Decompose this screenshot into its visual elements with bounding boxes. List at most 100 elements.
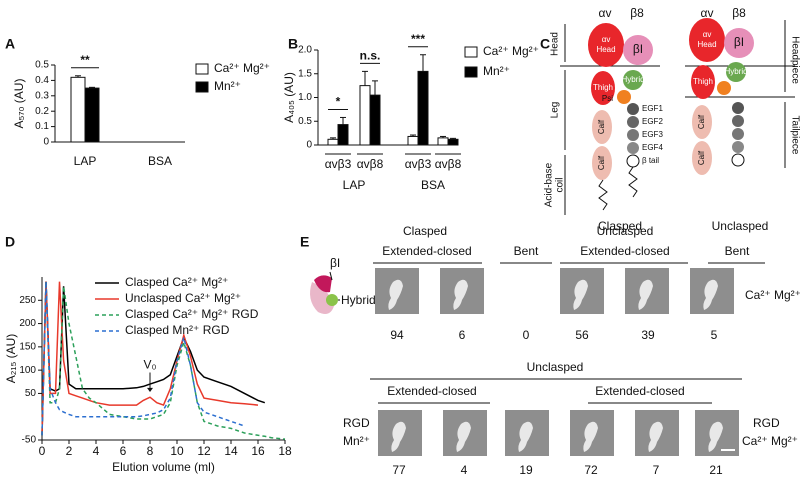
y-tick-label: 0.5	[298, 116, 312, 127]
y-tick-label: 250	[19, 295, 36, 306]
legend-label: βI	[330, 256, 340, 270]
x-tick-label: 14	[224, 444, 238, 458]
y-axis-label: A₂₁₅ (AU)	[4, 334, 18, 384]
domain-label: Thigh	[693, 77, 713, 86]
thigh	[691, 65, 715, 99]
line	[41, 281, 245, 436]
domain-label: Calf	[597, 119, 606, 134]
bar	[447, 138, 459, 146]
class-title: Extended-closed	[595, 384, 684, 398]
region-label: Acid-base	[544, 162, 555, 207]
calf	[692, 105, 712, 139]
count: 19	[519, 463, 533, 477]
y-tick-label: 0	[306, 140, 312, 151]
em-particle	[583, 421, 598, 452]
panel-e: E βI Hybrid Clasped Unclasped Extended-c…	[300, 224, 800, 477]
x-tick-label: 18	[278, 444, 292, 458]
chain-label: αv	[599, 6, 612, 20]
count: 21	[709, 463, 723, 477]
x-tick-label: 8	[147, 444, 154, 458]
domain-label: Hybrid	[621, 75, 644, 84]
chain-label: αv	[701, 6, 714, 20]
em-particle	[453, 279, 468, 310]
count: 0	[523, 328, 530, 342]
em-particle	[708, 421, 723, 452]
em-particle	[703, 279, 718, 310]
count: 77	[392, 463, 406, 477]
domain-label: βI	[633, 42, 643, 56]
legend-label: Mn²⁺	[214, 79, 241, 93]
alpha-head	[689, 18, 725, 62]
group-label: LAP	[343, 178, 366, 192]
panel-label: D	[5, 234, 15, 250]
domain-label: Psi	[602, 94, 613, 103]
annotation: V₀	[144, 358, 157, 372]
em-particle	[388, 279, 403, 310]
domain-label: αv	[602, 35, 611, 44]
legend-label: Clasped Ca²⁺ Mg²⁺ RGD	[125, 307, 259, 321]
domain-label: Calf	[697, 150, 706, 165]
y-tick-label: 1.5	[298, 68, 312, 79]
legend-label: Mn²⁺	[483, 64, 510, 78]
y-tick-label: 1.0	[298, 92, 312, 103]
egf	[627, 129, 639, 141]
beta-i	[724, 28, 754, 58]
egf	[627, 142, 639, 154]
bar	[337, 124, 349, 146]
beta-tail	[731, 153, 745, 167]
em-particle	[518, 421, 533, 452]
domain-label: Head	[596, 45, 615, 54]
bar	[417, 70, 429, 146]
hybrid	[623, 70, 643, 90]
count: 4	[461, 463, 468, 477]
em-particle	[391, 421, 406, 452]
region-label: Head	[550, 32, 561, 56]
legend-swatch	[464, 46, 478, 58]
class-title: Bent	[725, 244, 750, 258]
domain-label: αv	[703, 30, 712, 39]
y-tick-label: 200	[19, 318, 36, 329]
group-title: Clasped	[403, 224, 447, 238]
class-title: Extended-closed	[580, 244, 669, 258]
domain-label: Calf	[597, 155, 606, 170]
beta-tail	[626, 154, 640, 168]
x-tick-label: αvβ3	[325, 157, 352, 171]
em-particle	[573, 279, 588, 310]
y-tick-label: 150	[19, 341, 36, 352]
thigh	[591, 71, 615, 105]
x-tick-label: αvβ8	[357, 157, 384, 171]
panel-label: B	[288, 36, 298, 52]
calf	[592, 146, 612, 180]
coil	[598, 179, 608, 211]
y-tick-label: -50	[22, 435, 37, 446]
em-particle	[638, 279, 653, 310]
domain-label: EGF3	[642, 130, 663, 139]
y-tick-label: 0.5	[35, 60, 49, 71]
count: 56	[575, 328, 589, 342]
x-tick-label: 16	[251, 444, 265, 458]
state-label: Clasped	[598, 219, 642, 233]
legend-label: Clasped Mn²⁺ RGD	[125, 323, 230, 337]
x-axis-label: Elution volume (ml)	[112, 460, 215, 474]
legend-label: Clasped Ca²⁺ Mg²⁺	[125, 275, 228, 289]
group-label: BSA	[421, 178, 445, 192]
bar	[70, 76, 86, 143]
legend-label: Unclasped Ca²⁺ Mg²⁺	[125, 291, 241, 305]
alpha-head	[588, 23, 624, 67]
legend-label: Hybrid	[341, 293, 376, 307]
significance: n.s.	[360, 49, 381, 63]
x-tick-label: LAP	[74, 154, 97, 168]
class-title: Bent	[514, 244, 539, 258]
line	[41, 281, 259, 436]
x-tick-label: 4	[93, 444, 100, 458]
y-tick-label: 0.4	[35, 75, 49, 86]
domain-label: Head	[697, 40, 716, 49]
group-title: Unclasped	[597, 224, 654, 238]
panel-label: C	[540, 36, 550, 52]
count: 39	[641, 328, 655, 342]
psi	[617, 90, 631, 104]
domain-label: EGF4	[642, 143, 663, 152]
condition: RGD	[753, 416, 780, 430]
legend-swatch	[195, 81, 209, 93]
